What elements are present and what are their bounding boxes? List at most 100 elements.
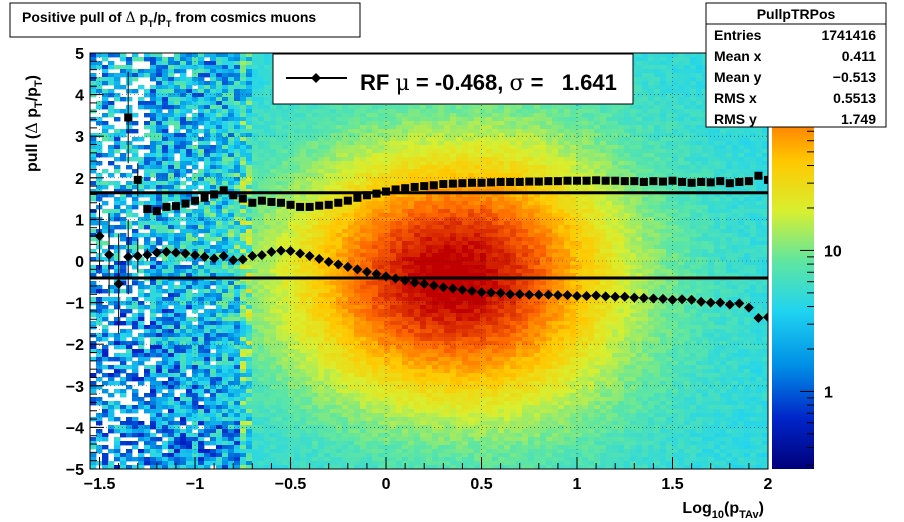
data-point <box>725 179 734 188</box>
data-point <box>285 246 296 257</box>
legend-entry: RF μ = -0.468, σ = 1.641 <box>360 70 617 96</box>
data-point <box>94 231 105 242</box>
data-point <box>353 193 362 202</box>
data-point <box>514 289 525 300</box>
y-tick-label: −3 <box>66 379 84 396</box>
data-point <box>199 251 210 262</box>
data-point <box>362 191 371 200</box>
data-point <box>620 177 629 186</box>
data-point <box>448 179 457 188</box>
data-point <box>678 177 687 186</box>
stats-value: 0.411 <box>842 48 876 64</box>
data-point <box>371 268 382 279</box>
profile-series <box>94 71 768 334</box>
data-point <box>390 273 401 284</box>
data-point <box>410 182 419 191</box>
data-point <box>630 177 639 186</box>
data-point <box>315 201 324 210</box>
data-point <box>333 259 344 270</box>
data-point <box>677 294 688 305</box>
y-tick-label: 4 <box>75 88 84 105</box>
data-point <box>391 185 400 194</box>
data-point <box>267 197 276 206</box>
data-point <box>506 177 515 186</box>
data-point <box>229 191 238 200</box>
stats-title: PullpTRPos <box>757 6 836 22</box>
data-point <box>133 175 142 184</box>
y-tick-label: −4 <box>66 420 84 437</box>
data-point <box>562 290 573 301</box>
data-point <box>323 256 334 267</box>
stats-value: 1741416 <box>821 27 876 43</box>
legend: RF μ = -0.468, σ = 1.641 <box>272 53 634 105</box>
data-point <box>697 177 706 186</box>
data-point <box>180 248 191 259</box>
reference-lines <box>90 191 768 280</box>
data-point <box>429 181 438 190</box>
stats-label: Mean x <box>714 48 762 64</box>
x-tick-label: 2 <box>764 476 773 493</box>
data-point <box>209 253 220 264</box>
data-point <box>649 177 658 186</box>
data-point <box>629 292 640 303</box>
data-point <box>525 177 534 186</box>
data-point <box>638 293 649 304</box>
title-box: Positive pull of Δ pT/pT from cosmics mu… <box>9 2 361 38</box>
data-point <box>372 189 381 198</box>
x-tick-label: −0.5 <box>275 476 307 493</box>
data-point <box>524 289 535 300</box>
data-point <box>696 296 707 307</box>
data-point <box>572 290 583 301</box>
data-point <box>420 182 429 191</box>
x-tick-label: 1.5 <box>661 476 683 493</box>
data-point <box>591 290 602 301</box>
x-tick-label: 0 <box>382 476 391 493</box>
data-point <box>296 202 305 211</box>
data-point <box>113 278 124 289</box>
y-tick-label: −1 <box>66 296 84 313</box>
data-point <box>724 299 735 310</box>
y-tick-label: −2 <box>66 337 84 354</box>
data-point <box>286 200 295 209</box>
data-point <box>544 177 553 186</box>
data-point <box>553 177 562 186</box>
data-point <box>170 247 181 258</box>
data-point <box>619 291 630 302</box>
data-point <box>582 176 591 185</box>
stats-value: 0.5513 <box>833 90 876 106</box>
data-point <box>743 302 754 313</box>
data-point <box>458 179 467 188</box>
data-point <box>716 177 725 186</box>
data-point <box>687 178 696 187</box>
x-tick-label: −1.5 <box>84 476 116 493</box>
data-point <box>381 271 392 282</box>
data-point <box>600 291 611 302</box>
data-point <box>447 283 458 294</box>
data-point <box>648 293 659 304</box>
y-tick-label: 5 <box>75 46 84 63</box>
data-point <box>162 202 171 211</box>
data-point <box>735 177 744 186</box>
data-point <box>764 175 768 184</box>
data-point <box>563 176 572 185</box>
data-point <box>143 205 152 213</box>
stats-value: −0.513 <box>833 69 876 85</box>
data-point <box>266 246 277 257</box>
data-point <box>171 202 180 211</box>
stats-box: PullpTRPos Entries 1741416 Mean x 0.411 Mean… <box>705 2 887 128</box>
data-point <box>276 198 285 207</box>
data-point <box>754 171 763 180</box>
data-point <box>667 294 678 305</box>
data-point <box>401 184 410 193</box>
stats-label: RMS y <box>714 111 757 127</box>
data-point <box>505 289 516 300</box>
colorbar-tick-label: 1 <box>824 384 833 401</box>
data-point <box>668 176 677 185</box>
x-tick-label: 1 <box>573 476 582 493</box>
data-point <box>495 288 506 299</box>
data-point <box>210 190 219 199</box>
y-tick-label: 2 <box>75 171 84 188</box>
data-point <box>342 261 353 272</box>
data-point <box>601 176 610 185</box>
